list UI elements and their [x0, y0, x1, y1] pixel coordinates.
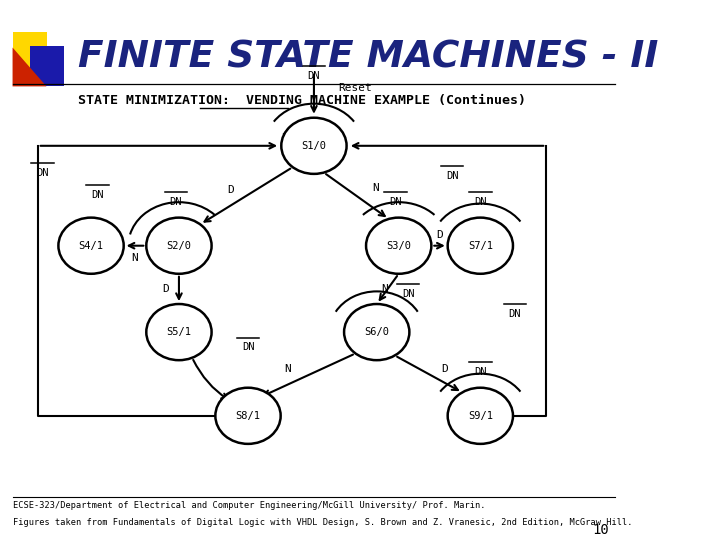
Text: S7/1: S7/1	[468, 241, 492, 251]
Circle shape	[146, 218, 212, 274]
Text: N: N	[132, 253, 138, 262]
Text: N: N	[372, 183, 379, 193]
Polygon shape	[12, 48, 47, 86]
Text: D: D	[162, 284, 168, 294]
Text: ECSE-323/Department of Electrical and Computer Engineering/McGill University/ Pr: ECSE-323/Department of Electrical and Co…	[12, 501, 485, 510]
Circle shape	[146, 304, 212, 360]
Text: N: N	[284, 363, 291, 374]
Text: S1/0: S1/0	[302, 141, 326, 151]
Text: D: D	[228, 185, 234, 195]
Text: N: N	[382, 284, 388, 294]
Bar	[30, 46, 64, 86]
Circle shape	[448, 218, 513, 274]
Circle shape	[448, 388, 513, 444]
Text: DN: DN	[390, 197, 402, 207]
Text: 10: 10	[593, 523, 609, 537]
Text: DN: DN	[37, 168, 49, 178]
Text: S3/0: S3/0	[386, 241, 411, 251]
Text: DN: DN	[242, 342, 254, 353]
Text: S2/0: S2/0	[166, 241, 192, 251]
Text: DN: DN	[508, 308, 521, 319]
Text: S8/1: S8/1	[235, 411, 261, 421]
Bar	[12, 32, 47, 73]
Text: DN: DN	[474, 197, 487, 207]
Text: DN: DN	[402, 288, 415, 299]
Circle shape	[215, 388, 281, 444]
Text: STATE MINIMIZATION:  VENDING MACHINE EXAMPLE (Continues): STATE MINIMIZATION: VENDING MACHINE EXAM…	[78, 94, 526, 107]
Circle shape	[282, 118, 346, 174]
Circle shape	[366, 218, 431, 274]
Circle shape	[344, 304, 410, 360]
Text: FINITE STATE MACHINES - II: FINITE STATE MACHINES - II	[78, 40, 659, 76]
Text: Reset: Reset	[338, 83, 372, 93]
Text: D: D	[441, 363, 448, 374]
Text: S4/1: S4/1	[78, 241, 104, 251]
Text: DN: DN	[91, 190, 104, 200]
Text: DN: DN	[446, 171, 459, 181]
Text: DN: DN	[169, 197, 182, 207]
Text: DN: DN	[307, 71, 320, 81]
Text: Figures taken from Fundamentals of Digital Logic with VHDL Design, S. Brown and : Figures taken from Fundamentals of Digit…	[12, 518, 632, 528]
Text: S9/1: S9/1	[468, 411, 492, 421]
Text: S5/1: S5/1	[166, 327, 192, 337]
Text: DN: DN	[474, 367, 487, 377]
Text: S6/0: S6/0	[364, 327, 390, 337]
Text: D: D	[436, 230, 443, 240]
Circle shape	[58, 218, 124, 274]
